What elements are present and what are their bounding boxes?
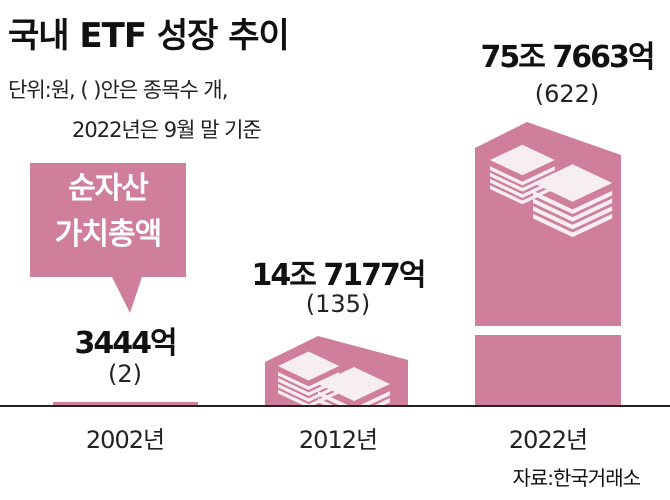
subtitle-unit: 단위:원, ( )안은 종목수 개, xyxy=(8,78,228,102)
x-tick-2012: 2012년 xyxy=(298,426,378,454)
money-stack-icon-2022-front-top xyxy=(533,164,613,202)
money-stack-icon-2022-front-layer xyxy=(533,206,613,230)
money-stack-icon-2022-front-layer xyxy=(533,213,613,238)
value-label-2022: 75조 7663억 xyxy=(480,40,656,75)
money-stack-icon-2022-back-layer xyxy=(490,166,555,186)
money-stack-icon-2012-back-layer xyxy=(278,383,340,402)
money-stack-icon-2022-back-layer xyxy=(490,185,555,205)
value-label-2002: 3444억 xyxy=(74,326,177,361)
source-note: 자료:한국거래소 xyxy=(512,466,641,490)
count-label-2022: (622) xyxy=(534,80,600,108)
money-stack-icon-2022-back-layer xyxy=(490,178,555,198)
money-stack-icon-2012-front-top xyxy=(318,367,390,401)
x-tick-2002: 2002년 xyxy=(85,426,165,454)
money-stack-icon-2012-back-top xyxy=(278,351,340,381)
value-label-2012: 14조 7177억 xyxy=(251,258,427,293)
money-stack-icon-2012-front-layer xyxy=(318,391,390,413)
x-tick-2022: 2022년 xyxy=(508,426,588,454)
bar-2002 xyxy=(53,402,198,406)
subtitle-basis: 2022년은 9월 말 기준 xyxy=(72,118,262,142)
callout-bubble xyxy=(30,163,186,313)
callout-line2: 가치총액 xyxy=(54,217,162,252)
money-stack-icon-2022-front-layer xyxy=(533,190,613,215)
money-stack-icon-2022-front-layer xyxy=(533,198,613,222)
callout-label: 순자산 가치총액 xyxy=(30,166,186,258)
count-label-2012: (135) xyxy=(305,290,371,318)
callout-line1: 순자산 xyxy=(68,171,149,206)
count-label-2002: (2) xyxy=(108,360,142,388)
below-axis-mask xyxy=(0,406,670,500)
chart-title: 국내 ETF 성장 추이 xyxy=(8,16,290,56)
bar-2022-lower xyxy=(475,335,621,406)
money-stack-icon-2022-back-top xyxy=(490,144,555,176)
